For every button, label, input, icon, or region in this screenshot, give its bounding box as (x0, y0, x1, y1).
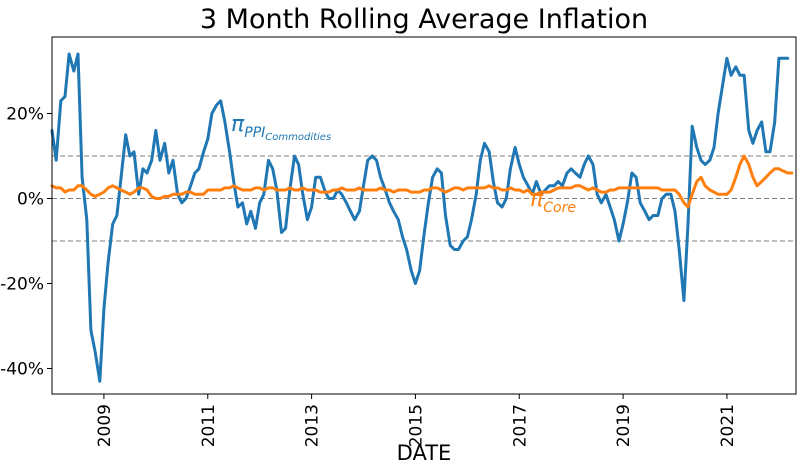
x-tick-label: 2013 (303, 404, 323, 447)
x-tick-label: 2017 (510, 404, 530, 447)
y-tick-label: -20% (0, 275, 44, 295)
y-tick-label: -40% (0, 360, 44, 380)
chart-title: 3 Month Rolling Average Inflation (200, 4, 648, 35)
x-axis-label: DATE (397, 441, 452, 465)
y-axis: 20% 0% -20% -40% (0, 105, 52, 380)
x-tick-label: 2019 (614, 404, 634, 447)
series-line-core (50, 154, 794, 209)
x-axis: 2009 2011 2013 2015 2017 2019 2021 (95, 394, 738, 447)
series-label-core: πCore (530, 187, 576, 216)
series-lines (50, 52, 794, 383)
series-line-ppi-commodities (50, 52, 790, 383)
x-tick-label: 2009 (95, 404, 115, 447)
y-tick-label: 0% (17, 190, 44, 210)
plot-frame (51, 36, 797, 395)
x-tick-label: 2021 (718, 404, 738, 447)
x-tick-label: 2011 (199, 404, 219, 447)
x-tick-label: 2015 (406, 404, 426, 447)
series-label-ppi-commodities: πPPICommodities (231, 112, 331, 143)
y-tick-label: 20% (6, 105, 44, 125)
